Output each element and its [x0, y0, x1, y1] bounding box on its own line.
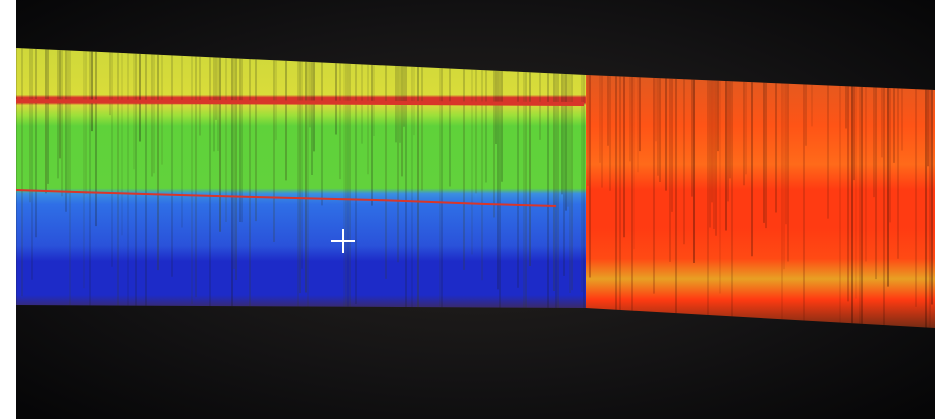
radargram-svg [16, 0, 935, 419]
crosshair-cursor-icon [331, 229, 355, 253]
right-radargram-section [586, 75, 935, 328]
boundary-line [16, 189, 557, 207]
left-margin [0, 0, 16, 419]
monitor-photo [16, 0, 935, 419]
red-stripe [16, 99, 585, 106]
left-radargram-section [16, 48, 586, 308]
